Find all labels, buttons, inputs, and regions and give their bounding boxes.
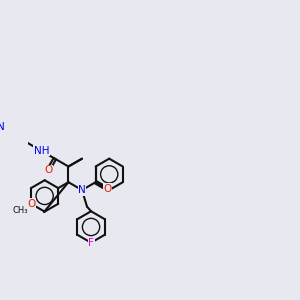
Text: F: F xyxy=(88,238,94,248)
Text: CH₃: CH₃ xyxy=(12,206,28,214)
Text: NH: NH xyxy=(34,146,49,156)
Text: O: O xyxy=(27,199,35,209)
Text: N: N xyxy=(78,185,86,195)
Text: O: O xyxy=(103,184,111,194)
Text: O: O xyxy=(44,165,52,175)
Text: N: N xyxy=(0,122,4,132)
